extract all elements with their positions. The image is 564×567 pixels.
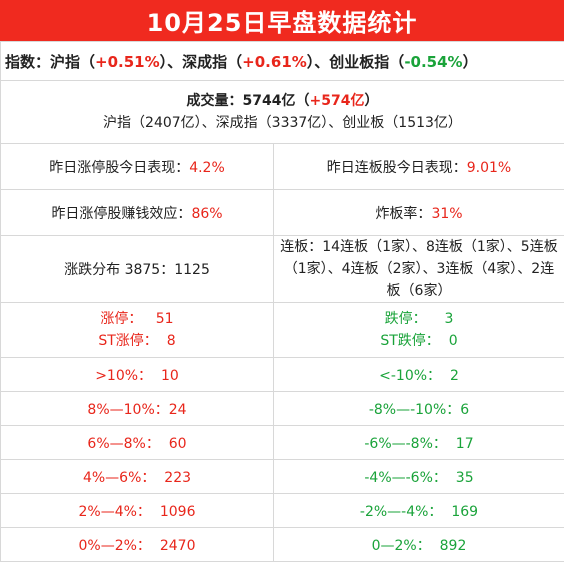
bucket-up-label: 6%—8%：	[87, 435, 160, 452]
bucket-up-value: 10	[160, 367, 179, 384]
sh-index-close: ）、	[159, 52, 183, 71]
bucket-up-cell: 6%—8%： 60	[0, 425, 274, 460]
zt-performance-label: 昨日涨停股今日表现：	[49, 159, 190, 176]
lb-performance-cell: 昨日连板股今日表现：9.01%	[273, 143, 564, 190]
sz-index-close: ）、	[306, 52, 330, 71]
bucket-up-value: 60	[168, 435, 187, 452]
volume-cell: 成交量：5744亿（+574亿） 沪指（2407亿）、深成指（3337亿）、创业…	[0, 80, 564, 144]
index-row: 指数：沪指（+0.51%）、深成指（+0.61%）、创业板指（-0.54%）	[0, 41, 564, 81]
bucket-up-label: 0%—2%：	[78, 537, 151, 554]
st-limit-up-line: ST涨停： 8	[5, 330, 269, 352]
bucket-down-cell: 0—2%： 892	[273, 527, 564, 562]
bucket-down-value: 35	[455, 469, 474, 486]
limit-up-line: 涨停： 51	[5, 308, 269, 330]
bucket-down-value: 6	[460, 401, 470, 418]
limit-down-label: 跌停：	[384, 311, 427, 327]
bucket-down-label: 0—2%：	[371, 537, 431, 554]
bucket-up-label: 8%—10%：	[87, 401, 169, 418]
bucket-row: 0%—2%： 2470 0—2%： 892	[0, 527, 564, 562]
st-limit-up-value: 8	[166, 333, 176, 349]
bucket-down-value: 17	[455, 435, 474, 452]
zhaban-value: 31%	[431, 205, 463, 222]
bucket-up-cell: 0%—2%： 2470	[0, 527, 274, 562]
bucket-up-label: >10%：	[95, 367, 153, 384]
lb-performance-value: 9.01%	[466, 159, 512, 176]
bucket-row: 6%—8%： 60 -6%—-8%： 17	[0, 425, 564, 460]
sheet-title: 10月25日早盘数据统计	[0, 0, 564, 41]
distribution-cell: 涨跌分布 3875：1125	[0, 235, 274, 303]
volume-row: 成交量：5744亿（+574亿） 沪指（2407亿）、深成指（3337亿）、创业…	[0, 80, 564, 144]
index-cell: 指数：沪指（+0.51%）、深成指（+0.61%）、创业板指（-0.54%）	[0, 41, 564, 81]
st-limit-down-label: ST跌停：	[380, 333, 440, 349]
limit-down-cell: 跌停： 3 ST跌停： 0	[273, 302, 564, 358]
earn-effect-value: 86%	[191, 205, 223, 222]
lianban-cell: 连板：14连板（1家）、8连板（1家）、5连板（1家）、4连板（2家）、3连板（…	[273, 235, 564, 303]
limit-down-line: 跌停： 3	[278, 308, 560, 330]
bucket-down-value: 892	[439, 537, 467, 554]
bucket-up-value: 24	[168, 401, 187, 418]
effect-row: 昨日涨停股赚钱效应：86% 炸板率：31%	[0, 189, 564, 236]
bucket-down-label: -6%—-8%：	[364, 435, 447, 452]
bucket-row: 8%—10%：24 -8%—-10%：6	[0, 391, 564, 426]
sh-index-change: +0.51%	[95, 52, 160, 71]
bucket-down-cell: -2%—-4%： 169	[273, 493, 564, 528]
volume-label: 成交量：5744亿（	[186, 93, 310, 109]
bucket-down-label: <-10%：	[379, 367, 442, 384]
zt-performance-value: 4.2%	[189, 159, 225, 176]
performance-row: 昨日涨停股今日表现：4.2% 昨日连板股今日表现：9.01%	[0, 143, 564, 190]
distribution-row: 涨跌分布 3875：1125 连板：14连板（1家）、8连板（1家）、5连板（1…	[0, 235, 564, 303]
volume-breakdown: 沪指（2407亿）、深成指（3337亿）、创业板（1513亿）	[103, 115, 462, 131]
lb-performance-label: 昨日连板股今日表现：	[326, 159, 467, 176]
bucket-row: 4%—6%： 223 -4%—-6%： 35	[0, 459, 564, 494]
bucket-down-label: -2%—-4%：	[359, 503, 443, 520]
index-label: 指数：	[5, 52, 51, 71]
sz-index-change: +0.61%	[242, 52, 307, 71]
volume-delta: +574亿	[309, 93, 365, 109]
bucket-up-value: 223	[164, 469, 192, 486]
bucket-down-cell: -6%—-8%： 17	[273, 425, 564, 460]
cy-index-close: ）	[462, 52, 478, 71]
bucket-row: >10%： 10 <-10%： 2	[0, 357, 564, 392]
bucket-down-value: 2	[449, 367, 459, 384]
earn-effect-label: 昨日涨停股赚钱效应：	[51, 205, 192, 222]
bucket-down-value: 169	[451, 503, 479, 520]
bucket-down-cell: -8%—-10%：6	[273, 391, 564, 426]
cy-index-change: -0.54%	[404, 52, 463, 71]
bucket-down-cell: <-10%： 2	[273, 357, 564, 392]
limit-up-value: 51	[155, 311, 174, 327]
sz-index-name: 深成指（	[182, 52, 243, 71]
bucket-down-label: -8%—-10%：	[368, 401, 461, 418]
cy-index-name: 创业板指（	[329, 52, 405, 71]
zt-performance-cell: 昨日涨停股今日表现：4.2%	[0, 143, 274, 190]
bucket-up-label: 4%—6%：	[82, 469, 156, 486]
earn-effect-cell: 昨日涨停股赚钱效应：86%	[0, 189, 274, 236]
bucket-up-value: 2470	[159, 537, 196, 554]
limit-row: 涨停： 51 ST涨停： 8 跌停： 3 ST跌停： 0	[0, 302, 564, 358]
bucket-row: 2%—4%： 1096 -2%—-4%： 169	[0, 493, 564, 528]
bucket-up-label: 2%—4%：	[78, 503, 151, 520]
zhaban-label: 炸板率：	[375, 205, 432, 222]
st-limit-up-label: ST涨停：	[98, 333, 158, 349]
volume-total-line: 成交量：5744亿（+574亿）	[5, 90, 560, 112]
limit-up-cell: 涨停： 51 ST涨停： 8	[0, 302, 274, 358]
limit-up-label: 涨停：	[100, 311, 143, 327]
st-limit-down-value: 0	[448, 333, 458, 349]
stats-table: 指数：沪指（+0.51%）、深成指（+0.61%）、创业板指（-0.54%） 成…	[0, 41, 564, 562]
zhaban-cell: 炸板率：31%	[273, 189, 564, 236]
bucket-up-cell: >10%： 10	[0, 357, 274, 392]
limit-down-value: 3	[444, 311, 454, 327]
bucket-down-cell: -4%—-6%： 35	[273, 459, 564, 494]
bucket-up-cell: 8%—10%：24	[0, 391, 274, 426]
bucket-up-cell: 4%—6%： 223	[0, 459, 274, 494]
st-limit-down-line: ST跌停： 0	[278, 330, 560, 352]
bucket-up-value: 1096	[159, 503, 196, 520]
volume-close: ）	[364, 93, 379, 109]
sh-index-name: 沪指（	[50, 52, 96, 71]
bucket-down-label: -4%—-6%：	[364, 469, 447, 486]
bucket-up-cell: 2%—4%： 1096	[0, 493, 274, 528]
